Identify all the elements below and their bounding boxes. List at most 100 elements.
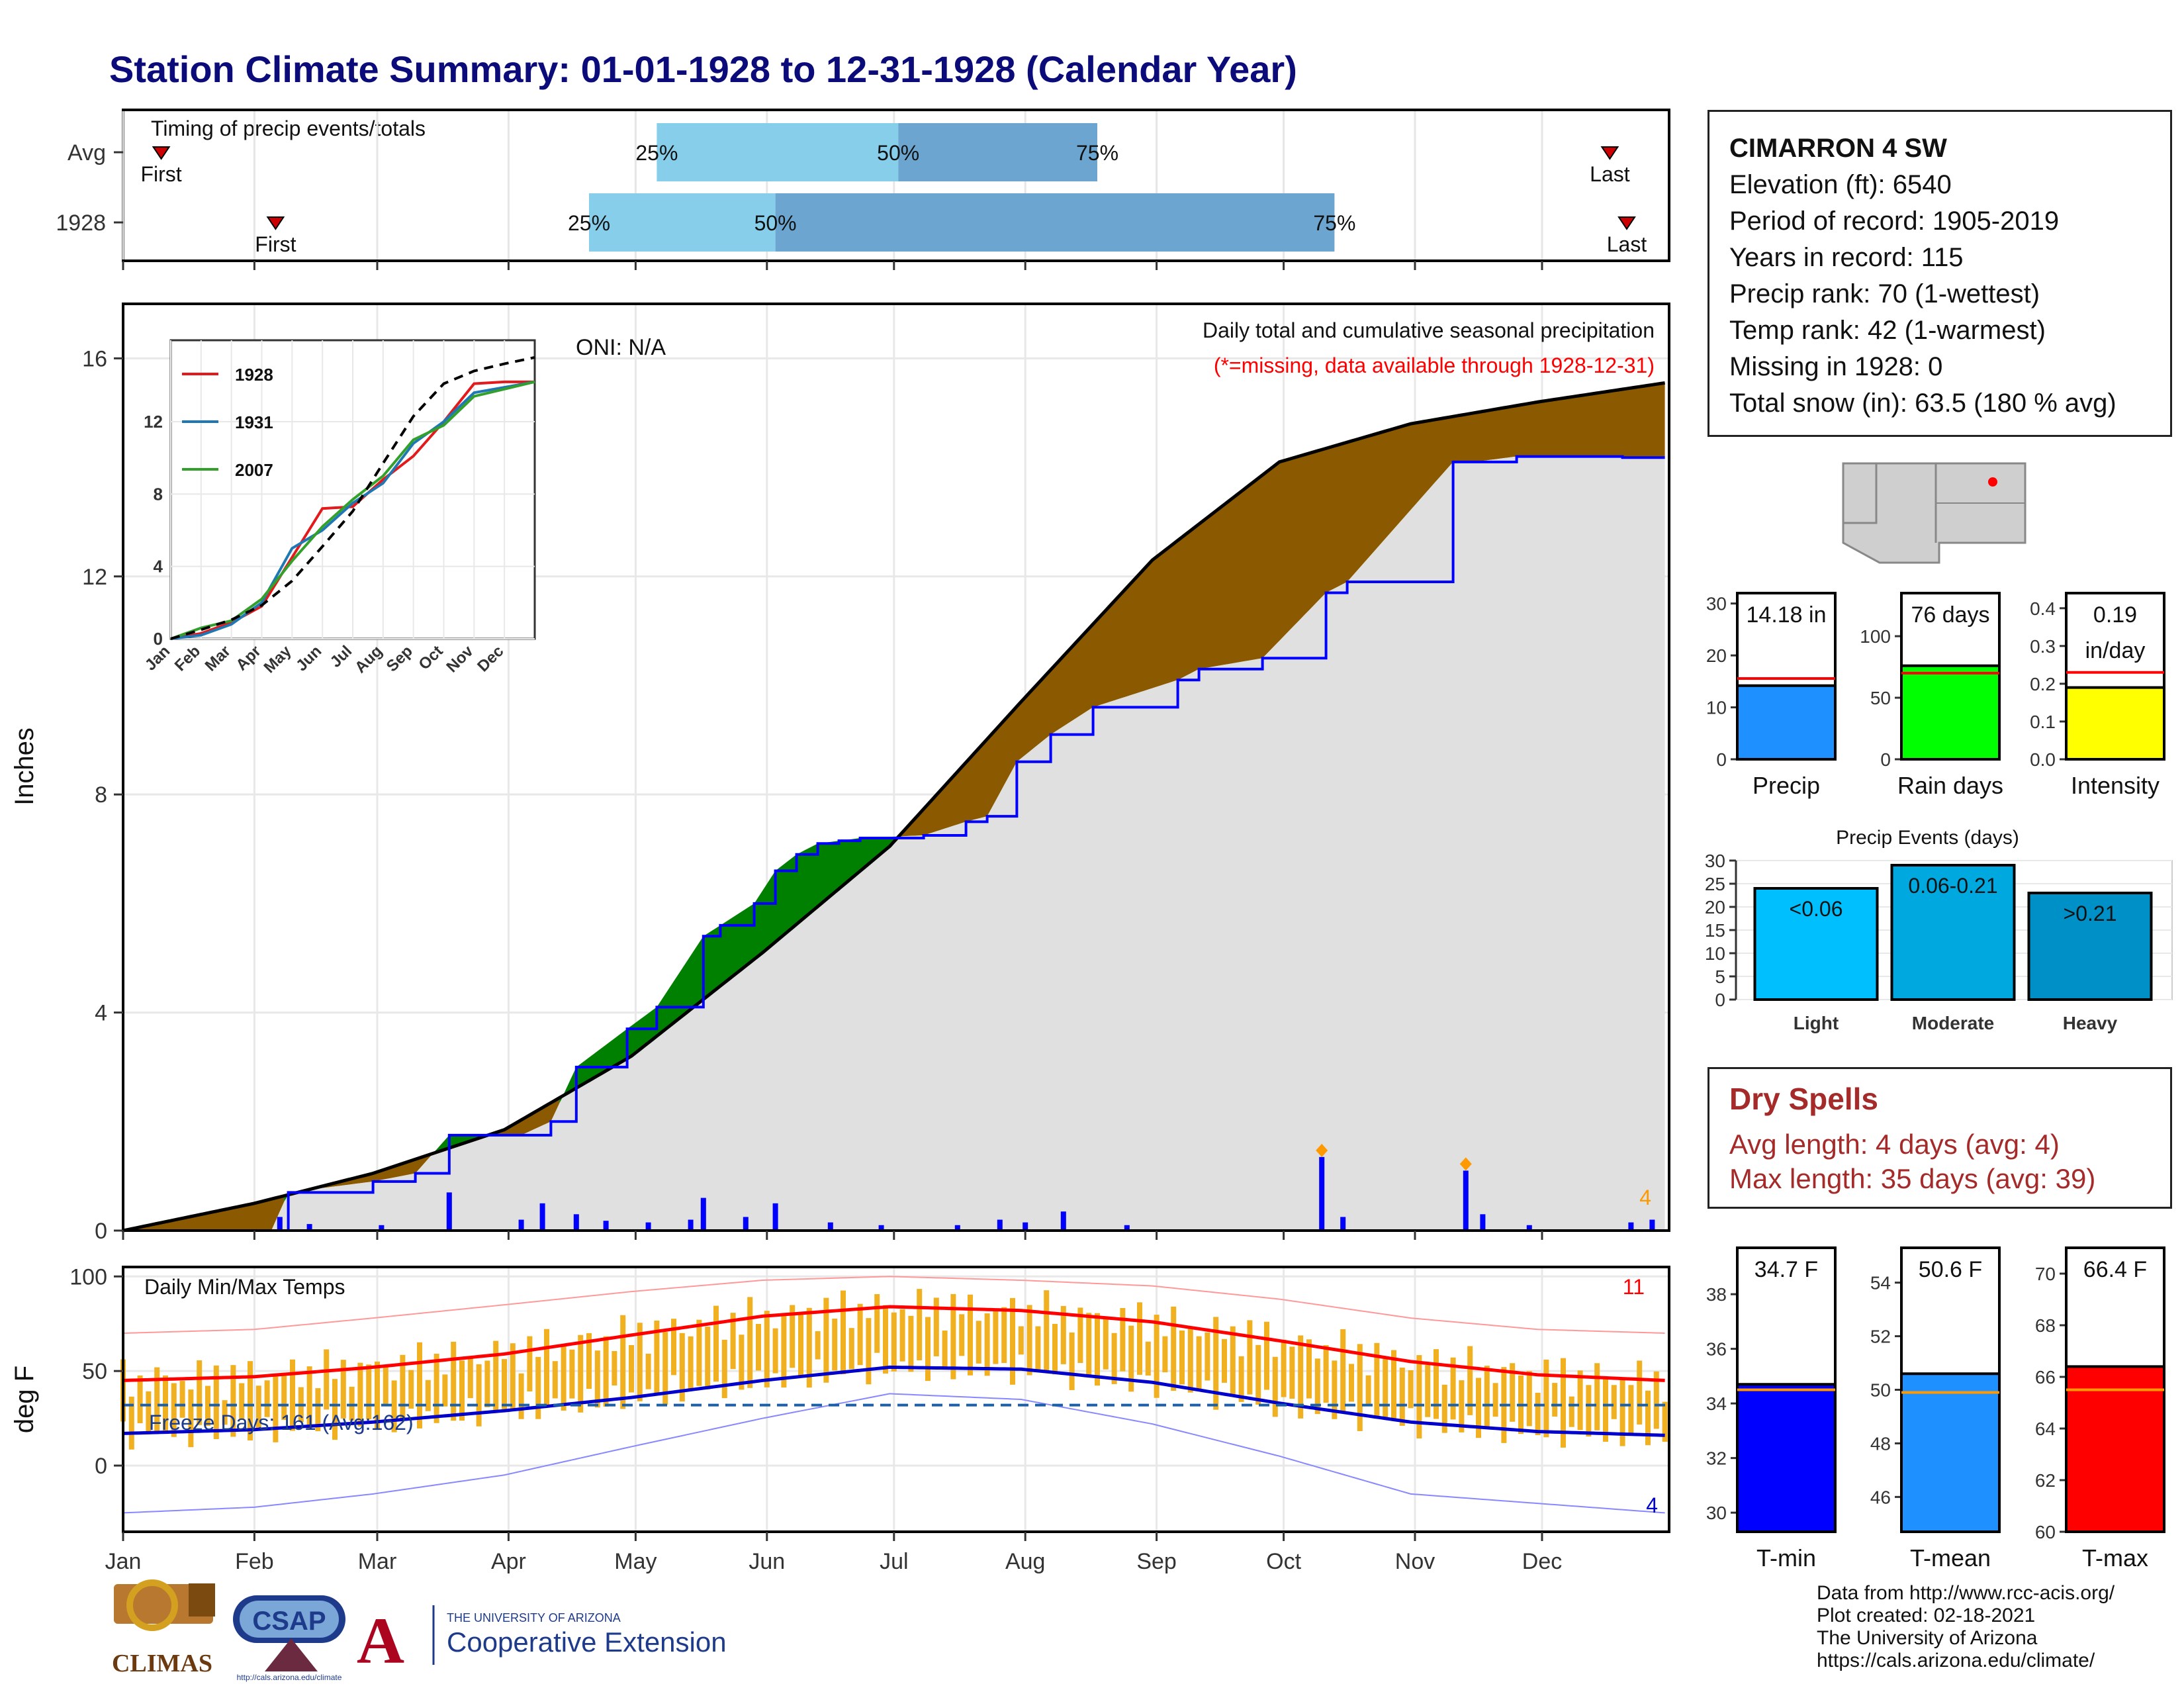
daily-temp-bar bbox=[1365, 1375, 1371, 1407]
daily-temp-bar bbox=[790, 1305, 796, 1368]
daily-temp-bar bbox=[925, 1317, 931, 1382]
inset-legend-label: 2007 bbox=[235, 460, 273, 480]
events-ytick-label: 5 bbox=[1715, 966, 1725, 987]
precip-total-title: Precip bbox=[1752, 772, 1820, 799]
daily-temp-bar bbox=[1298, 1335, 1304, 1419]
daily-temp-bar bbox=[1569, 1396, 1574, 1427]
daily-temp-bar bbox=[662, 1332, 668, 1405]
events-bar bbox=[1753, 887, 1879, 1001]
events-ytick-label: 15 bbox=[1705, 920, 1725, 941]
inset-line-1931 bbox=[170, 380, 535, 640]
daily-temp-bar bbox=[408, 1370, 414, 1409]
events-ytick-label: 10 bbox=[1705, 943, 1725, 964]
daily-temp-bar bbox=[798, 1314, 803, 1377]
daily-temp-bar bbox=[248, 1361, 253, 1441]
last-label: Last bbox=[1590, 162, 1630, 186]
t-min-ytick-label: 30 bbox=[1706, 1503, 1727, 1523]
rain-days-ytick-label: 50 bbox=[1870, 688, 1891, 708]
daily-temp-bar bbox=[273, 1376, 279, 1442]
daily-temp-bar bbox=[942, 1331, 948, 1368]
precip-total-value: 14.18 in bbox=[1747, 602, 1827, 628]
timing-bar-50-75 bbox=[898, 123, 1097, 181]
precip-timing-panel: Timing of precip events/totals 25% 50% 75%… bbox=[56, 109, 1670, 262]
daily-temp-bar bbox=[1441, 1384, 1447, 1433]
daily-temp-bar bbox=[1484, 1366, 1490, 1428]
daily-temp-bar bbox=[1120, 1308, 1126, 1372]
precip-total-ytick-label: 30 bbox=[1706, 594, 1727, 614]
timing-label: Timing of precip events/totals bbox=[151, 117, 426, 140]
inset-ytick: 8 bbox=[154, 484, 163, 504]
daily-temp-bar bbox=[1196, 1336, 1202, 1391]
daily-temp-bar bbox=[1399, 1367, 1405, 1426]
daily-temp-bar bbox=[586, 1333, 592, 1389]
daily-temp-bar bbox=[544, 1329, 549, 1407]
daily-temp-bar bbox=[645, 1354, 651, 1389]
intensity-ytick-label: 0.0 bbox=[2030, 749, 2056, 770]
daily-temp-bar bbox=[154, 1367, 160, 1433]
inset-line-avg bbox=[170, 356, 535, 640]
daily-temp-bar bbox=[552, 1361, 558, 1399]
missing-note: (*=missing, data available through 1928-… bbox=[1214, 353, 1655, 377]
daily-temp-bar bbox=[315, 1388, 321, 1432]
dry-max: Max length: 35 days (avg: 39) bbox=[1729, 1163, 2096, 1194]
daily-temp-bar bbox=[705, 1327, 711, 1389]
daily-temp-bar bbox=[1603, 1378, 1608, 1442]
dry-avg: Avg length: 4 days (avg: 4) bbox=[1729, 1129, 2060, 1160]
daily-temp-bar bbox=[306, 1366, 312, 1430]
above-avg-fill bbox=[559, 836, 899, 1103]
record-marker bbox=[1316, 1143, 1328, 1157]
daily-precip-bar bbox=[954, 1225, 960, 1231]
min-count: 4 bbox=[1646, 1493, 1658, 1517]
last-label: Last bbox=[1607, 232, 1647, 256]
daily-temp-bar bbox=[569, 1349, 575, 1399]
daily-temp-bar bbox=[1179, 1330, 1185, 1385]
daily-temp-bar bbox=[484, 1360, 490, 1407]
t-min-ytick-label: 38 bbox=[1706, 1284, 1727, 1305]
daily-temp-bar bbox=[1349, 1364, 1354, 1402]
daily-precip-bar bbox=[446, 1192, 452, 1231]
inset-ytick: 4 bbox=[154, 557, 163, 577]
daily-temp-bar bbox=[1187, 1328, 1193, 1393]
daily-precip-bar bbox=[379, 1225, 385, 1231]
month-label: Mar bbox=[358, 1549, 397, 1574]
daily-temp-bar bbox=[696, 1319, 702, 1386]
daily-temp-bar bbox=[1425, 1365, 1431, 1417]
daily-temp-bar bbox=[1111, 1333, 1117, 1384]
daily-temp-bar bbox=[679, 1333, 685, 1402]
t-min-ytick-label: 32 bbox=[1706, 1448, 1727, 1469]
daily-temp-bar bbox=[442, 1374, 448, 1407]
precip-total-ytick-label: 0 bbox=[1716, 749, 1727, 770]
daily-temp-bar bbox=[366, 1364, 372, 1420]
daily-temp-bar bbox=[290, 1359, 295, 1431]
daily-precip-bar bbox=[827, 1222, 833, 1231]
temp-ytick-label: 50 bbox=[82, 1359, 107, 1384]
max-count: 11 bbox=[1623, 1275, 1645, 1299]
csap-text: CSAP bbox=[252, 1607, 326, 1636]
t-min-bar bbox=[1736, 1383, 1837, 1533]
daily-precip-bar bbox=[878, 1225, 884, 1231]
daily-temp-bar bbox=[594, 1350, 600, 1408]
daily-temp-bar bbox=[1476, 1378, 1481, 1438]
intensity-ytick-label: 0.1 bbox=[2030, 712, 2056, 732]
station-name: CIMARRON 4 SW bbox=[1729, 134, 1947, 163]
t-max-value: 66.4 F bbox=[2083, 1257, 2147, 1282]
daily-temp-bar bbox=[1205, 1332, 1210, 1381]
precip-chart: 0 4 8 12 16 Inches ONI: N/A Daily total and … bbox=[10, 303, 1670, 1244]
t-min-value: 34.7 F bbox=[1754, 1257, 1818, 1282]
daily-temp-bar bbox=[823, 1297, 829, 1383]
station-line: Period of record: 1905-2019 bbox=[1729, 207, 2060, 236]
daily-precip-bar bbox=[1649, 1219, 1655, 1231]
daily-precip-bar bbox=[277, 1217, 283, 1231]
daily-temp-bar bbox=[1653, 1371, 1659, 1429]
daily-temp-bar bbox=[535, 1356, 541, 1419]
timing-bar-25-50 bbox=[589, 193, 776, 252]
above-avg-fill bbox=[432, 1135, 488, 1154]
daily-temp-bar bbox=[933, 1297, 939, 1356]
daily-temp-bar bbox=[1069, 1332, 1075, 1391]
daily-temp-bar bbox=[883, 1305, 888, 1374]
rain-days-bar bbox=[1900, 664, 2001, 761]
timing-pct-label: 75% bbox=[1313, 211, 1355, 235]
daily-temp-bar bbox=[375, 1361, 380, 1430]
t-max-bar bbox=[2065, 1365, 2165, 1533]
inset-legend-label: 1928 bbox=[235, 365, 273, 385]
